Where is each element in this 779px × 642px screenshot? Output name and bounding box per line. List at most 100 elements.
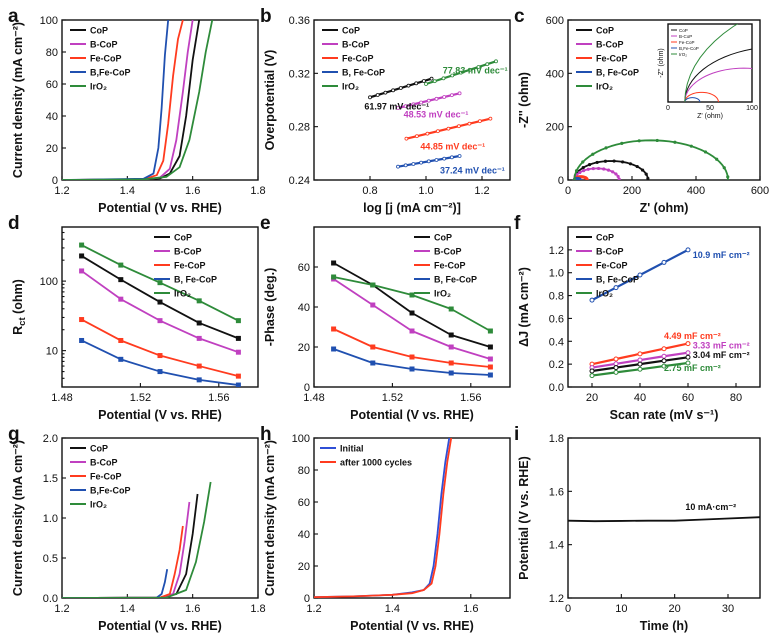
x-tick-label: 1.4 [385,603,400,615]
data-point [441,76,446,81]
data-point [414,81,419,86]
y-tick-label: 80 [298,465,310,477]
annotation-label: 10.9 mF cm⁻² [693,250,750,260]
y-tick-label: 100 [40,15,58,27]
legend-item: IrO₂ [596,82,613,92]
data-point [457,91,462,96]
x-tick-label: 1.4 [120,185,135,197]
panel-e: e 1.48 1.52 1.56 0 20 40 60 Potential (V vs. RHE… [260,213,511,422]
data-point [637,139,641,143]
plot-area [572,138,730,180]
data-point [703,150,708,154]
data-point [620,141,624,145]
legend-item: CoP [90,444,108,454]
inset-series-line [684,24,739,102]
data-point [635,164,639,169]
legend-item: B-CoP [596,40,624,50]
data-point [404,136,409,141]
series-BFeCoP-line [81,339,239,386]
x-tick-label: 1.6 [463,603,478,615]
data-point [655,138,659,143]
data-point [434,158,439,162]
y-tick-label: 100 [292,433,310,445]
data-point [596,166,601,171]
data-point [383,90,388,95]
legend: CoP B-CoP Fe-CoP B,Fe-CoP IrO₂ [70,444,131,510]
data-point [685,341,691,347]
legend-item: B-CoP [90,458,118,468]
y-tick-label: 60 [298,497,310,509]
y-tick-label: 80 [46,47,58,59]
y-axis-title-main: R [11,326,25,335]
data-point [426,98,431,103]
plot-frame [313,437,511,599]
panel-d: d 1.48 1.52 1.56 10 100 Potential (V vs. RHE) R… [8,213,259,422]
data-point [572,178,576,180]
plot-area [568,516,760,523]
y-axis-title: ΔJ (mA cm⁻²) [517,267,531,347]
panel-letter: h [260,424,272,445]
plot-area [79,242,241,387]
y-tick-label: 60 [46,79,58,91]
data-point [467,67,472,72]
y-tick-label: 600 [546,15,564,27]
y-axis-title: Current density (mA cm⁻²) [263,440,277,596]
data-point [591,166,595,171]
y-tick-label: 1.5 [43,473,58,485]
y-tick-label: 0.0 [549,382,564,394]
data-point [602,167,606,171]
annotation-label: 3.04 mF cm⁻² [693,350,750,360]
data-point [613,356,619,362]
panel-letter: d [8,213,20,234]
x-axis-title: Time (h) [640,619,688,633]
y-tick-label: 0 [304,593,310,605]
data-point [722,166,726,170]
data-marker [235,318,241,324]
data-marker [196,377,202,383]
data-marker [409,366,415,372]
data-point [661,363,667,369]
data-marker [79,242,85,248]
data-point [661,353,667,359]
data-marker [235,335,241,341]
data-point [574,169,579,173]
data-point [637,351,643,357]
y-axis-title: Current density (mA cm⁻²) [11,440,25,596]
annotation-label: 61.97 mV dec⁻¹ [364,101,429,111]
plot-area [331,260,493,378]
plot-frame [567,19,761,181]
data-point [637,357,643,363]
panel-a: a 1.2 1.4 1.6 1.8 0 20 40 60 80 100 Potential (V vs… [8,6,266,215]
x-axis-title: log [j (mA cm⁻²)] [363,201,461,215]
data-point [419,100,424,105]
data-point [595,160,599,165]
legend: CoP B-CoP Fe-CoP B,Fe-CoP IrO₂ [70,26,131,92]
data-point [715,157,719,161]
data-point [429,76,434,81]
data-marker [118,337,124,343]
data-point [685,360,691,366]
data-point [411,102,416,107]
x-tick-label: 400 [687,185,705,197]
data-point [414,134,419,139]
data-marker [487,372,493,378]
data-marker [79,253,85,259]
panel-i: i 0 10 20 30 1.2 1.4 1.6 1.8 Time (h) Potential (V… [514,424,761,633]
x-tick-label: 200 [623,185,641,197]
data-point [582,169,586,173]
series-FeCoP-line [333,328,491,368]
y-axis-title-sub: ct [17,317,28,326]
inset-frame [667,23,753,103]
panel-letter: e [260,213,271,234]
x-tick-label: 80 [730,392,742,404]
data-marker [409,328,415,334]
y-tick-label: 20 [298,561,310,573]
plot-area [62,481,212,598]
y-tick-label: 400 [546,68,564,80]
data-point [586,167,590,171]
data-marker [448,344,454,350]
y-tick-label: 0.2 [549,359,564,371]
x-tick-label: 1.2 [54,603,69,615]
plot-frame [313,226,511,388]
